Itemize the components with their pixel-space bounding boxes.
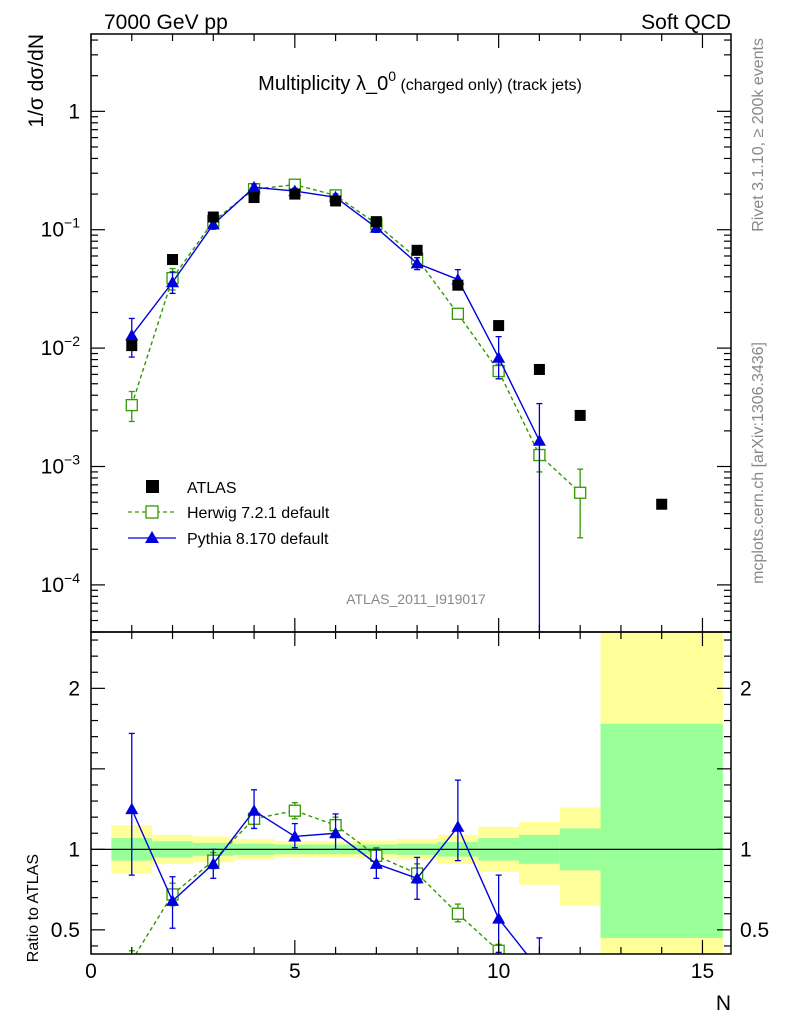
ratio-y-tick-label-right: 2 <box>740 677 752 700</box>
ratio-y-tick-label-left: 2 <box>68 677 80 700</box>
x-tick-label: 10 <box>487 960 510 983</box>
main-atlas-point <box>248 192 260 204</box>
main-atlas-point <box>126 340 138 352</box>
main-atlas-point <box>370 216 382 228</box>
main-pythia-point <box>166 275 180 288</box>
y-tick-label-exp: −1 <box>64 215 80 231</box>
main-atlas-point <box>330 195 342 207</box>
ratio-pythia-point <box>125 802 139 815</box>
ratio-herwig-point <box>451 907 465 920</box>
ratio-plot-frame <box>90 631 732 955</box>
main-pythia-line <box>131 186 541 442</box>
main-atlas-point <box>533 363 545 375</box>
main-herwig-point <box>451 307 465 320</box>
header-left: 7000 GeV pp <box>104 11 228 34</box>
main-atlas-point <box>167 254 179 266</box>
ratio-y-tick-label-left: 0.5 <box>51 919 80 942</box>
main-atlas-point <box>207 211 219 223</box>
y-tick-label-exp: −3 <box>64 451 80 467</box>
ratio-y-tick-label-right: 1 <box>740 838 752 861</box>
x-tick-label: 5 <box>289 960 301 983</box>
plot-title: Multiplicity λ_00 (charged only) (track … <box>258 68 582 95</box>
y-tick-label-exp: −2 <box>64 333 80 349</box>
ratio-pythia-point <box>492 912 506 924</box>
x-tick-label: 15 <box>691 960 714 983</box>
ratio-pythia-point <box>410 871 424 884</box>
ratio-pythia-point <box>451 820 465 832</box>
y-tick-label: 10−4 <box>41 570 81 597</box>
header-right: Soft QCD <box>641 11 731 34</box>
main-atlas-point <box>574 409 586 421</box>
ratio-pythia-point <box>329 826 343 839</box>
y-tick-label-exp: −4 <box>64 570 80 586</box>
main-herwig-line <box>131 183 581 494</box>
ratio-pythia-point <box>166 894 180 906</box>
ratio-herwig-point <box>534 974 545 985</box>
ratio-pythia-point <box>206 857 220 869</box>
main-herwig-point <box>125 398 138 412</box>
legend-pythia-marker <box>145 531 159 543</box>
ratio-pythia-point <box>247 804 261 816</box>
y-tick-label-base: 10 <box>41 574 64 597</box>
legend-atlas-marker <box>146 480 159 493</box>
main-pythia-point <box>532 434 546 446</box>
main-atlas-point <box>452 279 464 291</box>
ratio-herwig-point <box>126 955 137 966</box>
main-pythia-point <box>492 351 506 363</box>
main-atlas-point <box>411 244 423 256</box>
main-pythia-point <box>247 180 261 193</box>
analysis-id: ATLAS_2011_I919017 <box>346 591 486 607</box>
ratio-pythia-point <box>369 857 383 869</box>
ratio-herwig-point <box>288 804 301 817</box>
ratio-band-inner <box>600 723 723 938</box>
mcplots-info: mcplots.cern.ch [arXiv:1306.3436] <box>750 342 767 584</box>
y-tick-label-base: 10 <box>41 337 64 360</box>
legend-herwig-marker <box>145 505 159 519</box>
ratio-y-tick-label-right: 0.5 <box>740 919 769 942</box>
title-small: (charged only) (track jets) <box>396 77 582 94</box>
main-herwig-point <box>574 486 587 499</box>
y-tick-label: 10−3 <box>41 451 81 478</box>
ratio-y-tick-label-left: 1 <box>68 838 80 861</box>
main-atlas-point <box>493 320 505 332</box>
y-tick-label-base: 10 <box>41 219 64 242</box>
main-atlas-point <box>656 498 668 510</box>
ratio-plot-data <box>125 732 546 985</box>
main-pythia-point <box>410 256 424 269</box>
ratio-y-label: Ratio to ATLAS <box>25 854 42 962</box>
legend-herwig-label: Herwig 7.2.1 default <box>187 505 330 522</box>
main-pythia-point <box>206 217 220 230</box>
title-sup: 0 <box>388 68 396 84</box>
legend-atlas-label: ATLAS <box>187 480 237 497</box>
ratio-pythia-point <box>288 829 302 842</box>
x-axis-label: N <box>716 992 731 1015</box>
ratio-pythia-point <box>533 964 546 976</box>
legend-pythia-label: Pythia 8.170 default <box>187 531 329 548</box>
main-y-label: 1/σ dσ/dN <box>25 34 48 128</box>
main-pythia-point <box>125 328 139 341</box>
rivet-info: Rivet 3.1.10, ≥ 200k events <box>750 38 767 232</box>
y-tick-label-base: 10 <box>41 455 64 478</box>
y-tick-label: 10−1 <box>41 215 81 242</box>
main-plot-data <box>125 178 668 632</box>
title-main: Multiplicity λ_0 <box>258 73 388 95</box>
legend: ATLAS Herwig 7.2.1 default Pythia 8.170 … <box>128 480 330 548</box>
main-atlas-point <box>289 188 301 200</box>
y-tick-label: 1 <box>68 100 80 123</box>
ratio-uncertainty-bands <box>111 632 723 954</box>
y-tick-label: 10−2 <box>41 333 81 360</box>
x-tick-label: 0 <box>85 960 97 983</box>
